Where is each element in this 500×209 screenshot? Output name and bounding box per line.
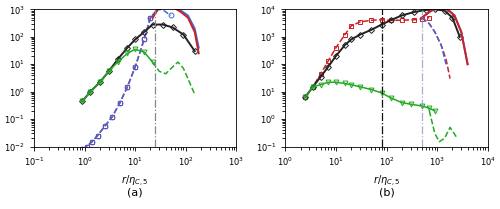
Text: (b): (b) [378, 188, 394, 198]
X-axis label: $r/\eta_{C,5}$: $r/\eta_{C,5}$ [373, 173, 400, 189]
Text: (a): (a) [128, 188, 143, 198]
X-axis label: $r/\eta_{C,5}$: $r/\eta_{C,5}$ [122, 173, 149, 189]
